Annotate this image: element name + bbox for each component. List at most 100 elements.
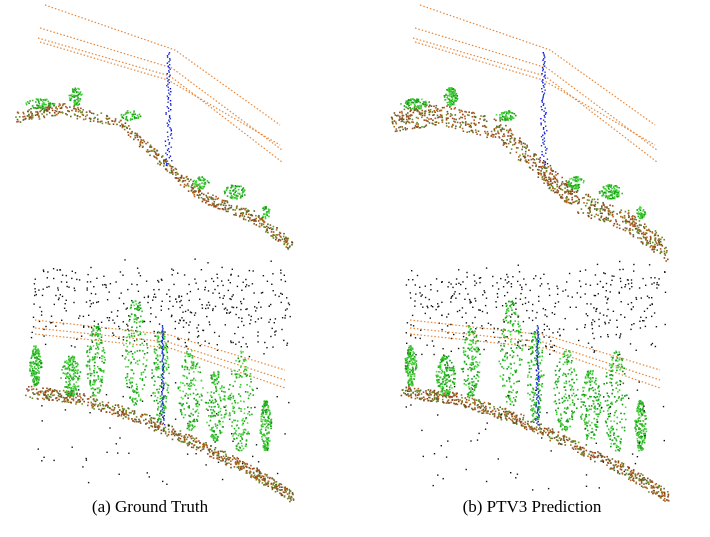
point — [187, 293, 188, 294]
point — [52, 399, 54, 401]
point — [257, 341, 258, 342]
point — [251, 215, 253, 217]
point — [211, 456, 213, 458]
point — [186, 376, 188, 378]
point — [38, 358, 40, 360]
point — [209, 400, 211, 402]
point — [207, 198, 209, 200]
point — [89, 412, 90, 413]
point — [162, 325, 163, 326]
point — [420, 114, 422, 116]
point — [520, 159, 522, 161]
point — [169, 151, 170, 152]
point — [33, 349, 35, 351]
point — [131, 387, 133, 389]
point — [171, 316, 172, 317]
point — [213, 381, 215, 383]
point — [170, 118, 171, 119]
point — [235, 213, 237, 215]
point — [73, 398, 75, 400]
point — [189, 385, 191, 387]
point — [202, 308, 203, 309]
point — [640, 225, 642, 227]
point — [180, 433, 182, 435]
point — [165, 162, 166, 163]
point — [417, 105, 419, 107]
point — [41, 105, 43, 107]
point — [90, 118, 92, 120]
point — [268, 416, 270, 418]
point — [159, 388, 161, 390]
point — [77, 97, 79, 99]
point — [84, 395, 86, 397]
point — [605, 218, 607, 220]
point — [104, 284, 105, 285]
point — [183, 320, 184, 321]
point — [218, 462, 219, 463]
point — [237, 185, 239, 187]
point — [157, 163, 159, 165]
point — [656, 243, 658, 245]
point — [249, 270, 250, 271]
point — [137, 363, 139, 365]
point — [220, 388, 222, 390]
point — [168, 431, 170, 433]
point — [583, 182, 585, 184]
point — [569, 178, 571, 180]
point — [550, 165, 552, 167]
point — [87, 405, 89, 407]
point — [189, 429, 191, 431]
point — [608, 186, 610, 188]
point — [450, 104, 452, 106]
point — [245, 279, 246, 280]
point — [533, 155, 535, 157]
point — [556, 192, 558, 194]
point — [632, 215, 634, 217]
point — [602, 209, 604, 211]
point — [130, 119, 132, 121]
point — [134, 352, 136, 354]
point — [224, 395, 226, 397]
point — [554, 181, 556, 183]
point — [35, 347, 37, 349]
point — [130, 118, 132, 120]
point — [634, 226, 636, 228]
point — [217, 458, 219, 460]
point — [222, 426, 224, 428]
point — [44, 108, 46, 110]
point — [292, 493, 294, 495]
point — [128, 453, 129, 454]
point — [169, 60, 170, 61]
point — [250, 477, 252, 479]
point — [427, 121, 429, 123]
point — [242, 337, 243, 338]
point — [578, 187, 580, 189]
point — [217, 285, 218, 286]
point — [664, 248, 666, 250]
point — [475, 129, 477, 131]
point — [72, 356, 74, 358]
point — [159, 323, 160, 324]
point — [535, 162, 537, 164]
point — [667, 259, 669, 261]
point — [163, 412, 164, 413]
point — [247, 346, 248, 347]
point — [230, 464, 232, 466]
point — [246, 472, 248, 474]
point — [75, 272, 76, 273]
point — [666, 252, 668, 254]
point — [254, 407, 255, 408]
point — [93, 286, 94, 287]
point — [106, 118, 108, 120]
point — [244, 194, 246, 196]
point — [510, 138, 512, 140]
point — [167, 55, 168, 56]
point — [68, 111, 70, 113]
point — [58, 111, 60, 113]
point — [145, 366, 147, 368]
point — [138, 272, 139, 273]
point — [181, 296, 182, 297]
point — [70, 364, 72, 366]
point — [184, 274, 185, 275]
point — [469, 131, 471, 133]
